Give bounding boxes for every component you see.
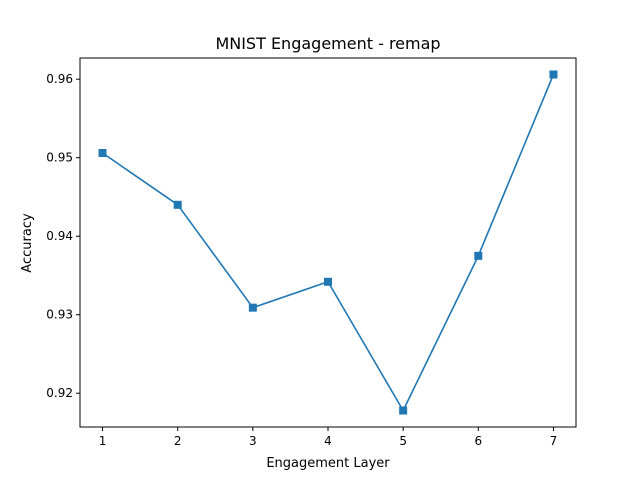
y-tick-label: 0.92 xyxy=(46,386,73,400)
data-point xyxy=(549,70,558,79)
plot-area: 1 2 3 4 5 6 7 0.92 0.93 0.94 0.95 0.96 xyxy=(46,57,577,448)
data-point xyxy=(399,406,408,415)
data-point xyxy=(474,251,483,260)
y-axis-label: Accuracy xyxy=(20,213,35,273)
x-tick-label: 6 xyxy=(474,434,482,448)
x-tick-label: 5 xyxy=(399,434,407,448)
chart-title: MNIST Engagement - remap xyxy=(215,34,440,53)
x-axis-label: Engagement Layer xyxy=(266,456,390,471)
y-tick-label: 0.94 xyxy=(46,229,73,243)
x-tick-label: 1 xyxy=(99,434,107,448)
y-tick-label: 0.93 xyxy=(46,308,73,322)
data-point xyxy=(324,277,332,286)
y-tick-label: 0.95 xyxy=(46,151,73,165)
axes-frame xyxy=(79,57,577,428)
x-tick-label: 3 xyxy=(249,434,257,448)
data-point xyxy=(173,200,182,209)
y-tick-label: 0.96 xyxy=(46,72,73,86)
x-tick-label: 2 xyxy=(174,434,182,448)
x-tick-label: 4 xyxy=(324,434,332,448)
data-point xyxy=(98,148,107,157)
x-tick-label: 7 xyxy=(550,434,558,448)
data-point xyxy=(248,303,257,312)
